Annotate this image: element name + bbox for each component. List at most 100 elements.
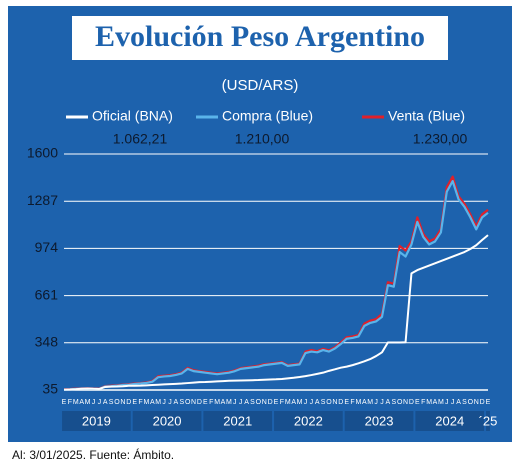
x-tick-label: O: [114, 399, 120, 406]
x-tick-label: A: [315, 399, 320, 406]
x-tick-label: S: [250, 399, 255, 406]
x-tick-label: J: [304, 399, 308, 406]
x-tick-label: A: [79, 399, 84, 406]
x-tick-label: M: [85, 399, 91, 406]
x-tick-label: O: [256, 399, 262, 406]
x-tick-label: D: [197, 399, 202, 406]
year-label: 2019: [82, 413, 111, 428]
x-tick-label: A: [244, 399, 249, 406]
x-tick-label: E: [132, 399, 137, 406]
x-tick-label: A: [174, 399, 179, 406]
x-tick-label: D: [126, 399, 131, 406]
x-tick-label: A: [386, 399, 391, 406]
x-tick-label: N: [191, 399, 196, 406]
x-tick-label: M: [155, 399, 161, 406]
plot-area: [64, 154, 488, 390]
x-tick-label: S: [109, 399, 114, 406]
x-tick-label: F: [68, 399, 72, 406]
x-tick-label: J: [162, 399, 166, 406]
x-tick-label: N: [262, 399, 267, 406]
x-tick-label: A: [150, 399, 155, 406]
chart-title: Evolución Peso Argentino: [95, 20, 425, 53]
x-tick-label: J: [98, 399, 102, 406]
x-tick-label: S: [462, 399, 467, 406]
value-label: 1.230,00: [413, 131, 468, 147]
x-tick-label: M: [367, 399, 373, 406]
x-tick-label: M: [297, 399, 303, 406]
year-band: [132, 411, 202, 431]
x-tick-label: A: [433, 399, 438, 406]
x-tick-label: F: [138, 399, 142, 406]
x-tick-label: N: [474, 399, 479, 406]
x-tick-label: J: [92, 399, 96, 406]
x-tick-label: D: [480, 399, 485, 406]
x-tick-label: J: [380, 399, 384, 406]
x-tick-label: D: [268, 399, 273, 406]
x-tick-label: J: [233, 399, 237, 406]
x-tick-label: M: [226, 399, 232, 406]
footer: Al: 3/01/2025. Fuente: Ámbito.: [12, 447, 174, 462]
x-tick-label: A: [221, 399, 226, 406]
series-line: [63, 234, 489, 391]
year-label: 2022: [294, 413, 323, 428]
x-tick-label: M: [356, 399, 362, 406]
title-box: [72, 16, 448, 60]
x-tick-label: O: [185, 399, 191, 406]
x-tick-label: N: [332, 399, 337, 406]
year-band: [344, 411, 414, 431]
x-tick-label: F: [421, 399, 425, 406]
y-tick-label: 348: [35, 334, 59, 350]
year-band: [415, 411, 485, 431]
x-tick-label: J: [374, 399, 378, 406]
x-tick-label: E: [274, 399, 279, 406]
x-tick-label: D: [409, 399, 414, 406]
y-tick-label: 1287: [27, 192, 58, 208]
x-tick-label: F: [209, 399, 213, 406]
chart-subtitle: (USD/ARS): [222, 77, 299, 94]
x-tick-label: O: [326, 399, 332, 406]
x-tick-label: S: [321, 399, 326, 406]
x-tick-label: J: [445, 399, 449, 406]
year-label: 2020: [153, 413, 182, 428]
year-label: ´25: [479, 413, 498, 428]
x-tick-label: M: [73, 399, 79, 406]
x-tick-label: O: [468, 399, 474, 406]
x-tick-label: J: [310, 399, 314, 406]
x-tick-label: J: [239, 399, 243, 406]
year-band: [486, 411, 490, 431]
x-tick-label: F: [350, 399, 354, 406]
x-tick-label: S: [179, 399, 184, 406]
y-tick-label: 661: [35, 286, 59, 302]
year-band: [203, 411, 273, 431]
legend-label: Oficial (BNA): [92, 108, 173, 124]
y-tick-label: 35: [42, 381, 58, 397]
x-tick-label: E: [415, 399, 420, 406]
year-label: 2023: [365, 413, 394, 428]
x-tick-label: E: [344, 399, 349, 406]
x-tick-label: M: [285, 399, 291, 406]
x-tick-label: N: [120, 399, 125, 406]
x-tick-label: M: [144, 399, 150, 406]
x-tick-label: A: [103, 399, 108, 406]
year-band: [62, 411, 131, 431]
x-tick-label: S: [391, 399, 396, 406]
x-tick-label: F: [280, 399, 284, 406]
x-tick-label: E: [203, 399, 208, 406]
series-line: [63, 180, 489, 391]
year-label: 2024: [435, 413, 464, 428]
year-label: 2021: [223, 413, 252, 428]
x-tick-label: E: [486, 399, 491, 406]
value-label: 1.062,21: [113, 131, 168, 147]
value-label: 1.210,00: [235, 131, 290, 147]
x-tick-label: M: [426, 399, 432, 406]
x-tick-label: O: [397, 399, 403, 406]
y-tick-label: 974: [35, 239, 59, 255]
x-tick-label: A: [291, 399, 296, 406]
legend-label: Compra (Blue): [222, 108, 313, 124]
x-tick-label: J: [451, 399, 455, 406]
y-tick-label: 1600: [27, 145, 58, 161]
legend-label: Venta (Blue): [388, 108, 465, 124]
x-tick-label: J: [168, 399, 172, 406]
x-tick-label: D: [338, 399, 343, 406]
